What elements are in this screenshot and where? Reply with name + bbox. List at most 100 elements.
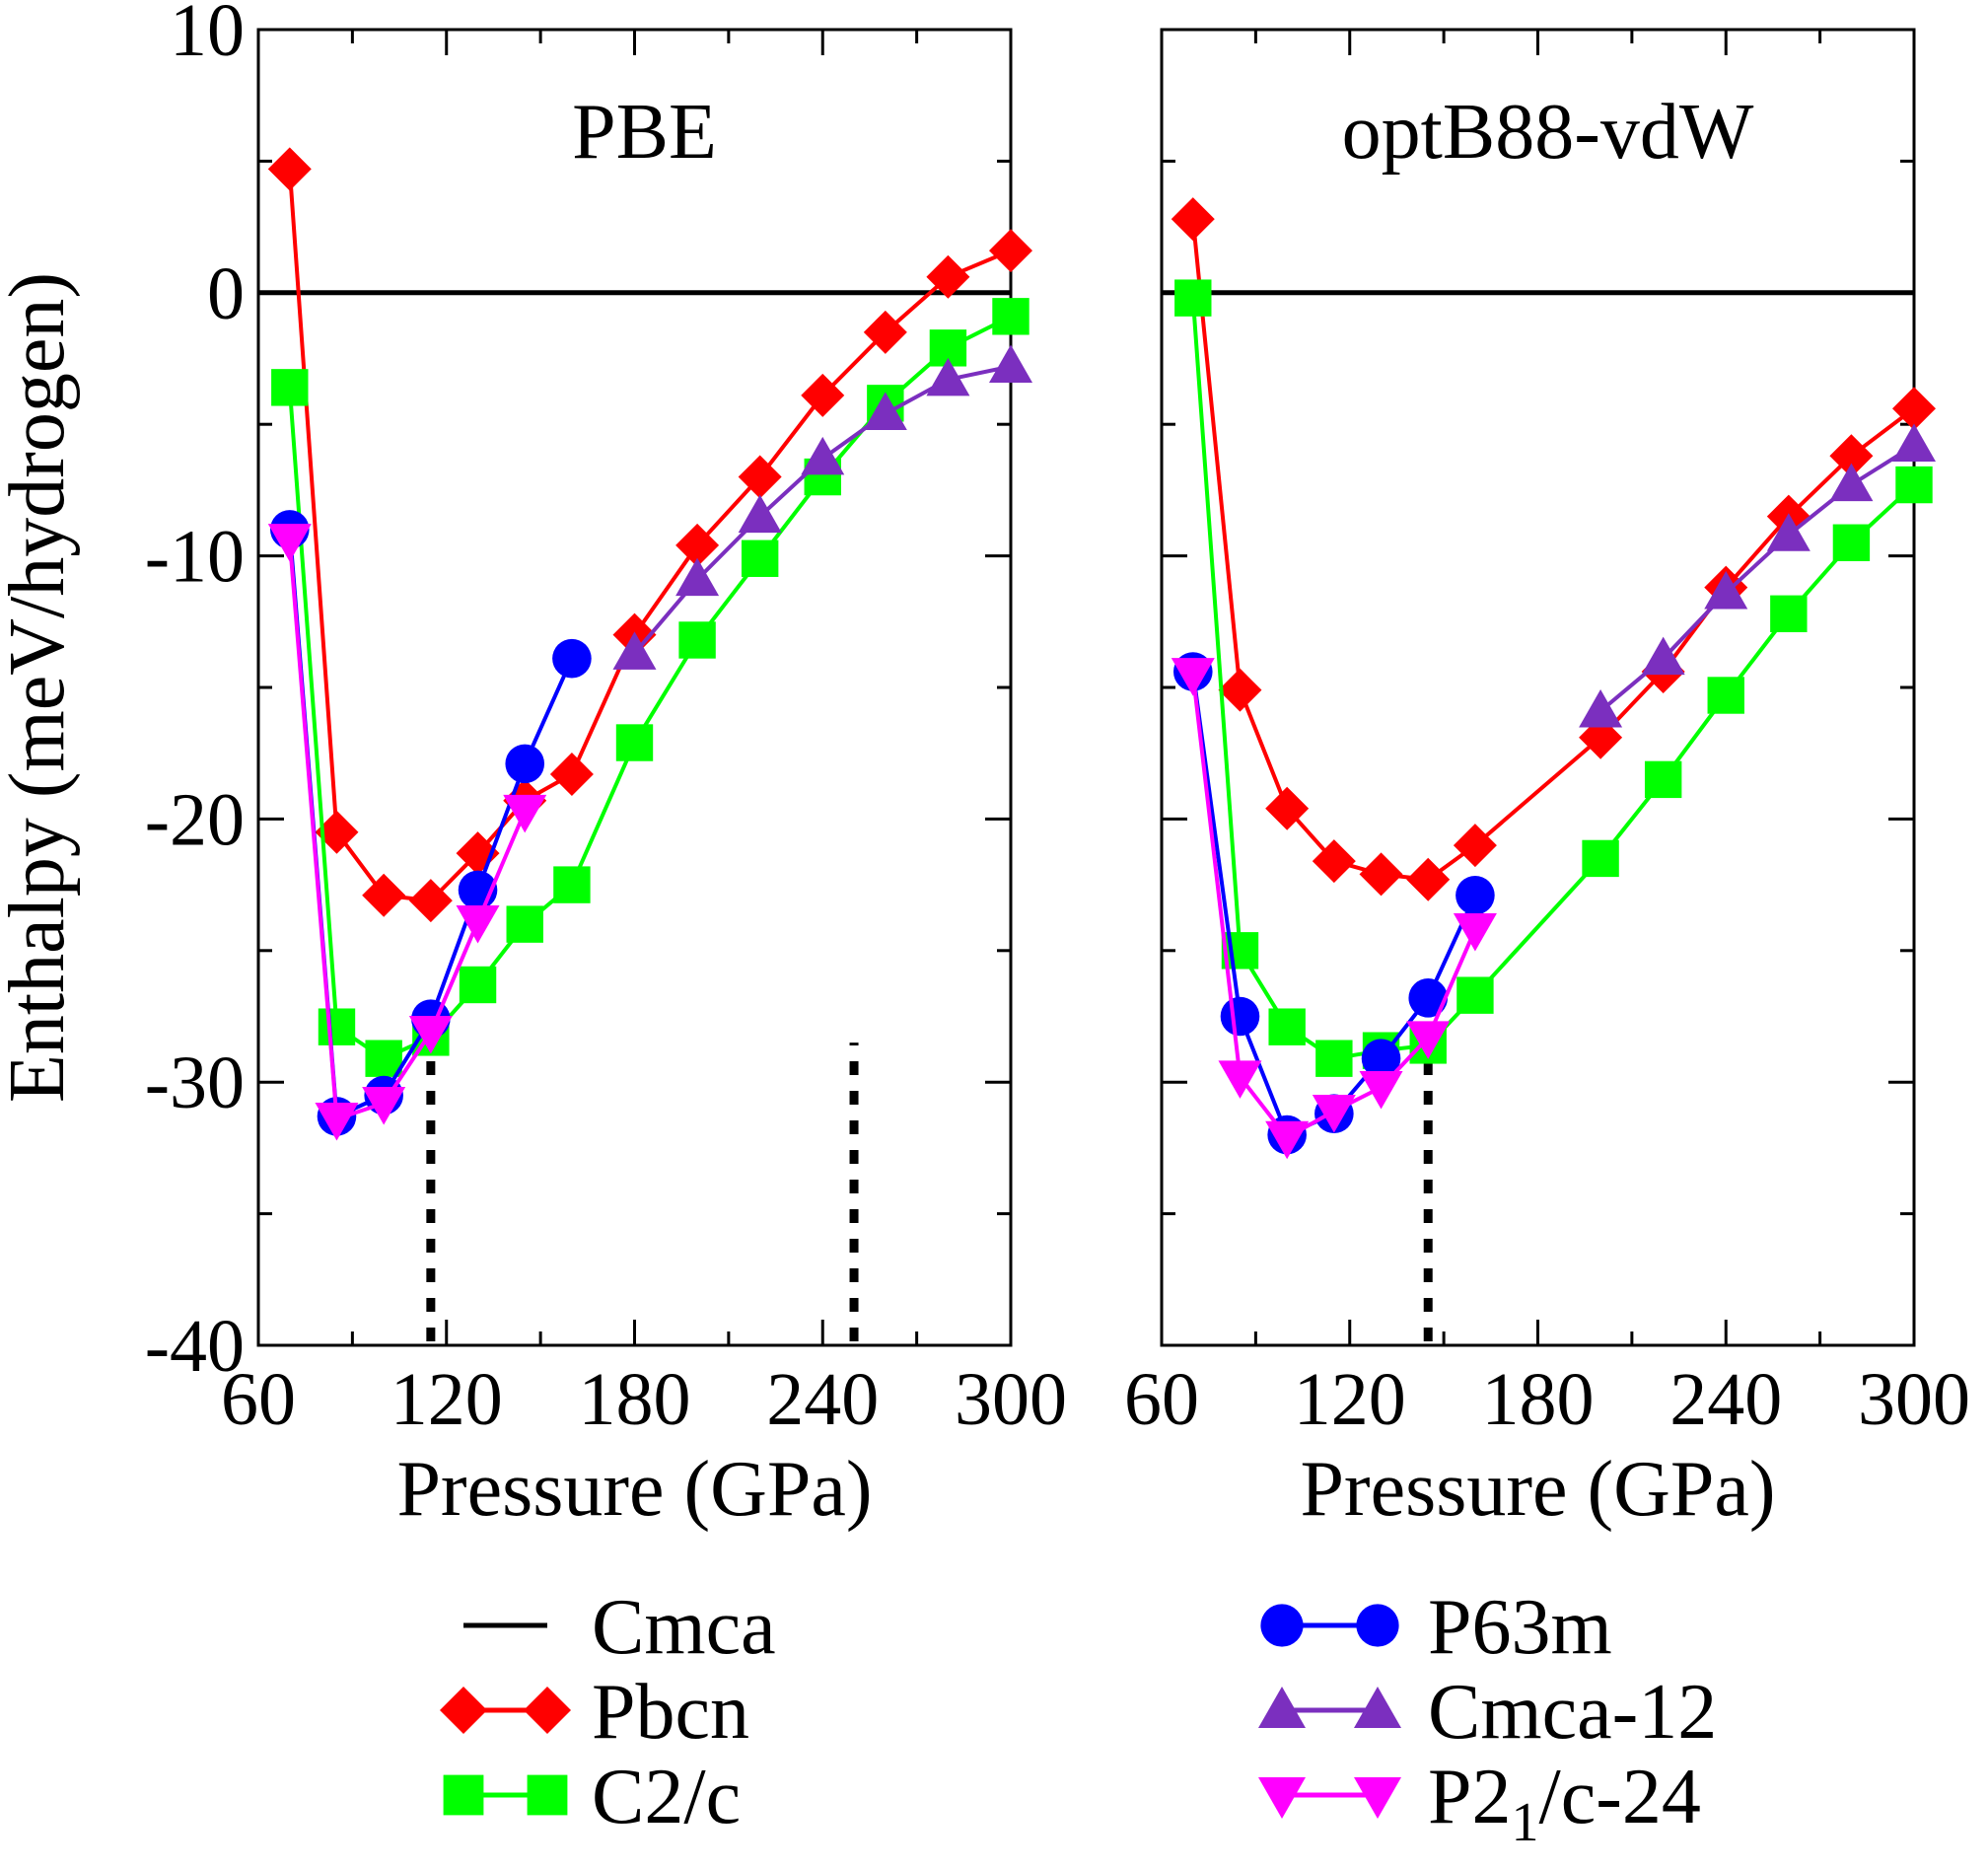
data-point: [1268, 1008, 1306, 1045]
data-point: [989, 229, 1032, 273]
data-point: [612, 631, 657, 670]
data-point: [1456, 875, 1495, 915]
data-point: [741, 539, 779, 577]
y-tick-label: -20: [145, 778, 245, 861]
data-point: [863, 392, 907, 431]
data-point: [549, 753, 594, 797]
data-point: [318, 1008, 356, 1045]
series-p21-c-24: [1171, 658, 1497, 1160]
data-point: [1644, 760, 1682, 799]
data-point: [1218, 668, 1262, 712]
data-point: [1895, 466, 1933, 504]
data-point: [1361, 1039, 1401, 1078]
y-tick-label: 10: [170, 0, 245, 72]
series-c2-c: [271, 298, 1030, 1077]
legend-entry-p21-c-24: P21/c-24: [1258, 1754, 1701, 1853]
legend-label: P63m: [1428, 1584, 1612, 1671]
data-point: [801, 436, 845, 475]
data-point: [1892, 423, 1936, 463]
legend-marker: [1354, 1687, 1401, 1728]
x-tick-label: 180: [579, 1358, 691, 1441]
data-point: [926, 357, 970, 396]
legend-label: Cmca-12: [1428, 1669, 1717, 1756]
data-point: [365, 1040, 402, 1077]
x-tick-label: 240: [766, 1358, 879, 1441]
panel-title: PBE: [572, 89, 717, 176]
series-pbcn: [1171, 197, 1936, 901]
series-pbcn: [267, 147, 1032, 923]
data-point: [1171, 658, 1215, 696]
data-point: [1770, 595, 1808, 632]
legend-entry-c2-c: C2/c: [443, 1754, 741, 1840]
data-point: [1218, 1060, 1262, 1099]
data-point: [1579, 689, 1623, 728]
data-point: [1315, 1040, 1353, 1077]
y-axis-label: Enthalpy (meV/hydrogen): [0, 272, 81, 1103]
data-point: [506, 905, 543, 943]
legend-marker: [1258, 1687, 1306, 1728]
x-tick-label: 240: [1669, 1358, 1782, 1441]
data-point: [408, 879, 453, 923]
series-line: [287, 539, 528, 1122]
data-point: [315, 810, 359, 854]
data-point: [1453, 824, 1497, 868]
data-point: [552, 638, 592, 679]
data-point: [926, 254, 970, 299]
data-point: [459, 966, 497, 1004]
data-point: [456, 904, 500, 944]
data-point: [553, 866, 591, 903]
legend-label: P21/c-24: [1428, 1754, 1701, 1853]
data-point: [1829, 434, 1874, 478]
pbe-panel: 60 120 180 240 300 10 0 -10 -20 -30 -40 Pressure (G…: [0, 0, 1067, 1533]
data-point: [505, 744, 545, 784]
data-point: [271, 369, 309, 406]
y-tick-label: -30: [145, 1042, 245, 1124]
x-tick-label: 300: [955, 1358, 1067, 1441]
y-tick-label: 0: [207, 252, 245, 335]
data-point: [267, 147, 312, 191]
data-point: [738, 455, 782, 499]
data-point: [362, 1087, 406, 1125]
legend-marker: [1258, 1777, 1306, 1819]
x-tick-label: 60: [1124, 1358, 1199, 1441]
data-point: [678, 621, 716, 659]
data-point: [1265, 1120, 1310, 1160]
series-cmca-12: [1579, 423, 1936, 728]
legend-marker: [527, 1774, 568, 1816]
y-tick-label: -10: [145, 516, 245, 599]
data-point: [1220, 996, 1260, 1037]
data-point: [1359, 1071, 1403, 1110]
data-point: [267, 524, 312, 562]
legend-marker: [1356, 1604, 1399, 1647]
data-point: [1453, 912, 1497, 952]
data-point: [989, 344, 1032, 384]
data-point: [315, 1103, 359, 1141]
data-point: [408, 1016, 453, 1054]
x-tick-label: 60: [221, 1358, 296, 1441]
data-point: [1832, 524, 1871, 561]
legend-marker: [1354, 1777, 1401, 1819]
x-tick-label: 120: [390, 1358, 503, 1441]
x-axis-label: Pressure (GPa): [396, 1446, 872, 1533]
optb88-vdw-panel: 60 120 180 240 300 Pressure (GPa) optB88-vdW: [1124, 28, 1970, 1533]
data-point: [1359, 852, 1403, 897]
data-point: [1766, 513, 1810, 551]
data-point: [1312, 839, 1356, 884]
data-point: [992, 298, 1030, 335]
legend-marker: [440, 1687, 487, 1734]
series-line: [287, 169, 1012, 903]
data-point: [1406, 857, 1451, 901]
data-point: [1704, 570, 1748, 610]
data-point: [1829, 463, 1874, 502]
series-line: [1190, 297, 1916, 1061]
y-tick-label: -40: [145, 1305, 245, 1388]
legend-entry-cmca: Cmca: [463, 1584, 776, 1671]
data-point: [675, 557, 720, 597]
plot-frame: [256, 28, 1013, 1347]
legend-entry-cmca-12: Cmca-12: [1258, 1669, 1717, 1756]
legend-marker: [1260, 1604, 1304, 1647]
x-tick-label: 180: [1482, 1358, 1595, 1441]
data-point: [1174, 279, 1212, 317]
